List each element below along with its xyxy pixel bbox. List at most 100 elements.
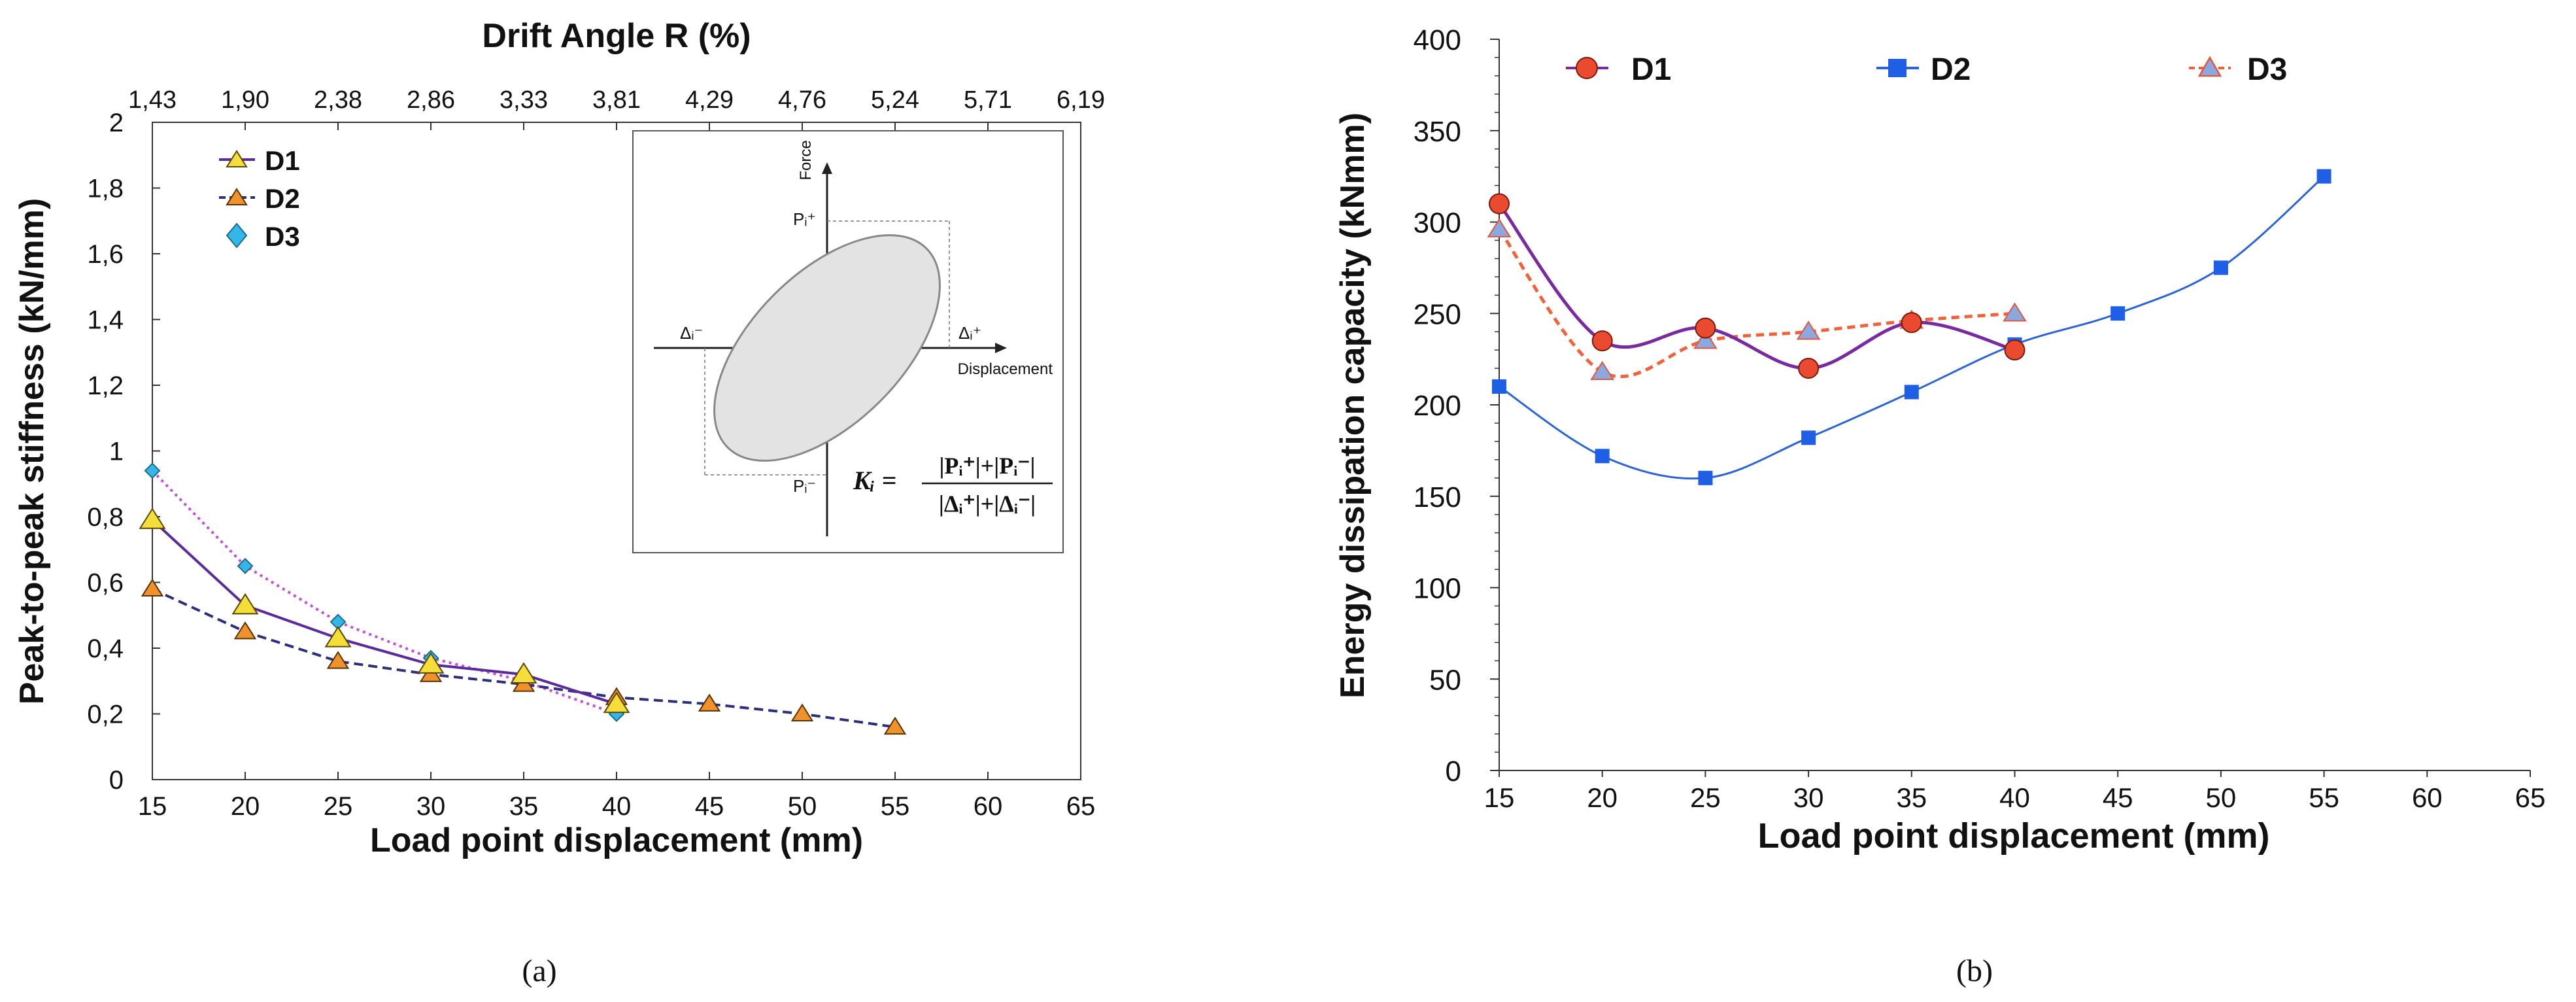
inset-p-minus-label: Pᵢ⁻ (793, 476, 816, 496)
chart-b-legend: D1 D2 D3 (1566, 52, 2287, 87)
chart-a-inset: Force Displacement Pᵢ⁺ Pᵢ⁻ Δᵢ⁻ Δᵢ⁺ Kᵢ = … (632, 130, 1064, 553)
legend-marker-d2 (226, 188, 248, 205)
data-point-b-d1 (2004, 339, 2025, 361)
y-tick-label: 2 (109, 109, 124, 137)
x-tick-label: 25 (1690, 782, 1721, 813)
data-point-b-d3 (1796, 320, 1821, 340)
data-point-b-d2 (1904, 385, 1919, 400)
inset-delta-minus-label: Δᵢ⁻ (680, 323, 703, 343)
data-point-b-d1 (1798, 358, 1820, 379)
data-point-b-d1 (1489, 193, 1510, 215)
data-point-b-d1 (1695, 317, 1716, 339)
chart-a-x-axis-title: Load point displacement (mm) (370, 821, 863, 859)
x-tick-label: 30 (1793, 782, 1824, 813)
chart-a: 15 20 25 30 35 40 45 50 55 60 65 0 0,2 0,4 0,6 0,8 1 1,2 1… (13, 17, 1105, 988)
x-tick-label: 20 (231, 792, 260, 821)
legend-item-b-d1: D1 (1566, 52, 1671, 87)
top-tick-label: 3,81 (592, 86, 641, 114)
series-line-d1 (151, 519, 617, 706)
top-tick-label: 1,43 (128, 86, 177, 114)
y-tick-label: 0,6 (87, 569, 124, 598)
legend-label-b-d1: D1 (1631, 52, 1671, 87)
top-tick-label: 5,71 (964, 86, 1012, 114)
data-point-b-d1 (1591, 330, 1613, 352)
y-tick-label: 150 (1414, 481, 1461, 513)
y-tick-label: 0 (1446, 755, 1461, 787)
x-tick-label: 45 (695, 792, 724, 821)
x-tick-label: 65 (1066, 792, 1096, 821)
inset-p-plus-label: Pᵢ⁺ (793, 209, 816, 229)
x-tick-label: 40 (1999, 782, 2030, 813)
data-point-d1 (139, 508, 166, 529)
legend-item-d1: D1 (219, 145, 300, 176)
data-point-d2 (141, 578, 164, 597)
data-point-b-d3 (1590, 360, 1615, 380)
data-point-b-d2 (2110, 306, 2126, 321)
y-tick-label: 0,8 (87, 503, 124, 532)
series-line-d2 (152, 587, 896, 729)
x-tick-label: 55 (881, 792, 910, 821)
chart-b-x-axis-title: Load point displacement (mm) (1757, 816, 2269, 855)
chart-b-axes: 15 20 25 30 35 40 45 50 55 60 65 0 50 100 150 200 250 300… (1414, 24, 2546, 813)
data-point-d1 (510, 662, 537, 683)
y-tick-label: 1,4 (87, 306, 124, 335)
chart-b-y-axis-title: Energy dissipation capacity (kNmm) (1334, 112, 1372, 699)
series-line-b-d1 (1498, 203, 2016, 370)
legend-item-b-d2: D2 (1876, 52, 1971, 87)
y-tick-label: 250 (1414, 298, 1461, 330)
x-tick-label: 15 (1484, 782, 1515, 813)
series-line-b-d3 (1497, 228, 2015, 379)
legend-marker-d3 (226, 222, 248, 249)
inset-formula-denominator: |Δᵢ⁺|+|Δᵢ⁻| (939, 491, 1036, 517)
x-tick-label: 20 (1587, 782, 1618, 813)
data-point-d2 (790, 703, 814, 721)
panel-label-b: (b) (1956, 954, 1993, 988)
chart-a-data (139, 462, 907, 735)
x-tick-label: 65 (2515, 782, 2546, 813)
y-tick-label: 200 (1414, 390, 1461, 422)
data-point-b-d2 (1492, 379, 1506, 394)
top-tick-label: 2,38 (314, 86, 362, 114)
x-tick-label: 30 (416, 792, 446, 821)
y-tick-label: 400 (1414, 24, 1461, 56)
y-tick-label: 0 (109, 766, 124, 795)
data-point-b-d2 (1698, 470, 1713, 485)
data-point-b-d2 (2316, 169, 2331, 184)
inset-delta-plus-label: Δᵢ⁺ (958, 323, 981, 343)
legend-marker-b-d1 (1576, 57, 1598, 79)
data-point-d1 (231, 593, 259, 615)
inset-force-arrow (822, 162, 832, 174)
top-tick-label: 1,90 (221, 86, 269, 114)
inset-displacement-label: Displacement (958, 360, 1053, 378)
legend-label-d3: D3 (265, 221, 300, 252)
top-tick-label: 4,29 (685, 86, 734, 114)
data-point-b-d3 (1487, 218, 1512, 237)
data-point-b-d2 (1595, 449, 1610, 464)
chart-a-top-axis-title: Drift Angle R (%) (482, 17, 751, 55)
data-point-d2 (326, 651, 350, 669)
chart-a-legend: D1 D2 D3 (219, 145, 300, 252)
y-tick-label: 1 (109, 438, 124, 466)
data-point-d3 (237, 557, 254, 574)
y-tick-label: 100 (1414, 573, 1461, 605)
chart-b: 15 20 25 30 35 40 45 50 55 60 65 0 50 100 150 200 250 300… (1334, 24, 2545, 988)
x-tick-label: 50 (2206, 782, 2237, 813)
x-tick-label: 15 (138, 792, 167, 821)
top-tick-label: 4,76 (778, 86, 826, 114)
y-tick-label: 1,6 (87, 240, 124, 269)
top-tick-label: 3,33 (500, 86, 548, 114)
hysteresis-loop (713, 234, 941, 462)
top-tick-label: 6,19 (1057, 86, 1105, 114)
chart-b-data (1487, 169, 2331, 485)
x-tick-label: 60 (974, 792, 1003, 821)
data-point-d1 (603, 691, 630, 714)
legend-label-b-d3: D3 (2247, 52, 2287, 87)
x-tick-label: 45 (2103, 782, 2133, 813)
legend-item-d3: D3 (226, 221, 300, 252)
x-tick-label: 55 (2309, 782, 2339, 813)
chart-a-axes: 15 20 25 30 35 40 45 50 55 60 65 0 0,2 0,4 0,6 0,8 1 1,2 1… (87, 86, 1105, 821)
panel-label-a: (a) (522, 954, 556, 988)
data-point-b-d3 (1693, 330, 1718, 349)
y-tick-label: 0,2 (87, 700, 124, 729)
data-point-b-d2 (1801, 430, 1816, 445)
